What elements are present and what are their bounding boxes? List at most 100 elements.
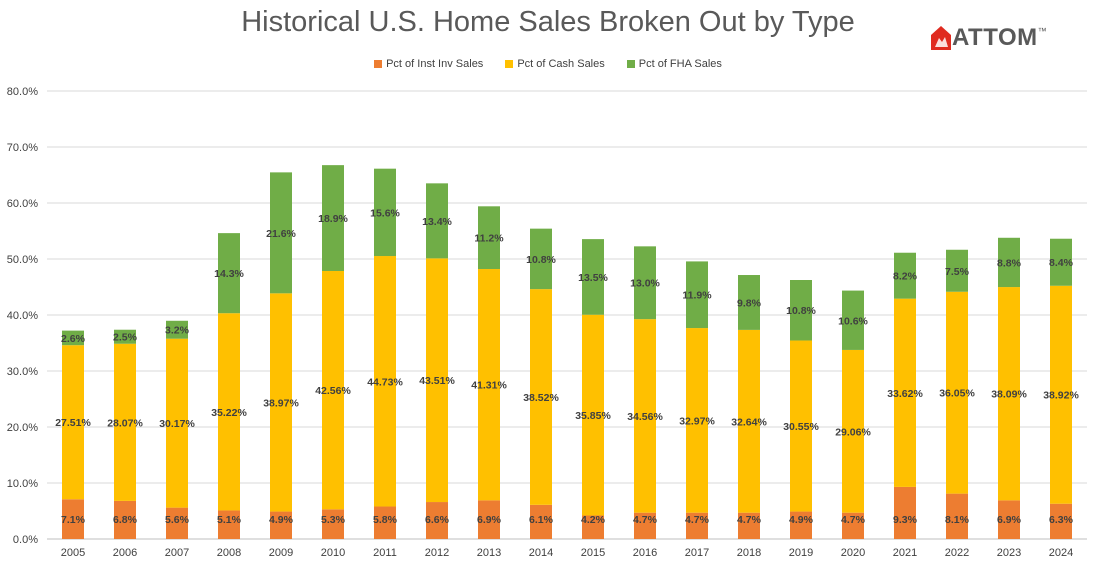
x-tick-label: 2017: [685, 547, 709, 559]
legend-label-inst-inv: Pct of Inst Inv Sales: [386, 58, 484, 70]
bar-segment-inst-inv: [634, 512, 656, 539]
y-tick-label: 50.0%: [7, 254, 38, 266]
data-label-inst-inv: 6.8%: [113, 514, 138, 526]
data-label-fha: 8.4%: [1049, 257, 1074, 269]
bar-segment-inst-inv: [530, 504, 552, 539]
legend-item-cash: Pct of Cash Sales: [505, 58, 605, 70]
data-label-cash: 38.52%: [523, 392, 559, 404]
bar-segment-inst-inv: [582, 515, 604, 539]
data-label-fha: 14.3%: [214, 268, 244, 280]
x-tick-label: 2005: [61, 547, 85, 559]
bar-segment-fha: [1050, 238, 1072, 286]
y-tick-label: 0.0%: [13, 534, 38, 546]
data-label-cash: 32.97%: [679, 415, 715, 427]
data-label-inst-inv: 5.1%: [217, 514, 242, 526]
y-tick-label: 60.0%: [7, 198, 38, 210]
data-label-cash: 38.97%: [263, 397, 299, 409]
bar-segment-inst-inv: [270, 511, 292, 539]
bar-segment-fha: [634, 246, 656, 320]
data-label-cash: 44.73%: [367, 376, 403, 388]
data-label-fha: 11.2%: [474, 233, 504, 245]
bar-segment-fha: [426, 183, 448, 259]
attom-logo: ATTOM ™: [930, 24, 1047, 52]
data-label-fha: 21.6%: [266, 228, 296, 240]
data-label-inst-inv: 6.6%: [425, 514, 450, 526]
data-label-cash: 36.05%: [939, 388, 975, 400]
data-label-fha: 7.5%: [945, 266, 970, 278]
x-tick-label: 2021: [893, 547, 917, 559]
data-label-cash: 35.85%: [575, 410, 611, 422]
data-label-fha: 10.6%: [838, 315, 868, 327]
bar-segment-inst-inv: [114, 500, 136, 539]
bar-segment-fha: [270, 172, 292, 294]
x-tick-label: 2007: [165, 547, 189, 559]
bar-segment-inst-inv: [790, 511, 812, 539]
data-label-fha: 11.9%: [682, 290, 712, 302]
bar-segment-fha: [478, 206, 500, 270]
bar-segment-fha: [790, 280, 812, 341]
bar-segment-cash: [530, 289, 552, 505]
data-label-cash: 28.07%: [107, 417, 143, 429]
bar-segment-inst-inv: [946, 493, 968, 539]
data-label-fha: 13.0%: [630, 278, 660, 290]
chart-title: Historical U.S. Home Sales Broken Out by…: [241, 6, 855, 38]
data-label-fha: 8.8%: [997, 257, 1022, 269]
y-tick-label: 20.0%: [7, 422, 38, 434]
legend: Pct of Inst Inv Sales Pct of Cash Sales …: [0, 58, 1093, 70]
data-label-inst-inv: 4.7%: [685, 514, 710, 526]
data-label-inst-inv: 6.9%: [477, 514, 502, 526]
bar-segment-fha: [894, 252, 916, 299]
bar-segment-inst-inv: [322, 509, 344, 539]
x-tick-label: 2013: [477, 547, 501, 559]
legend-swatch-cash: [505, 60, 514, 68]
bar-segment-cash: [426, 258, 448, 503]
logo-text: ATTOM: [952, 24, 1038, 51]
x-tick-label: 2011: [373, 547, 397, 559]
bar-segment-fha: [998, 237, 1020, 288]
x-tick-label: 2012: [425, 547, 449, 559]
data-label-fha: 8.2%: [893, 271, 918, 283]
x-tick-label: 2006: [113, 547, 137, 559]
data-label-cash: 41.31%: [471, 380, 507, 392]
x-tick-label: 2023: [997, 547, 1021, 559]
data-label-fha: 13.5%: [578, 272, 608, 284]
x-tick-label: 2010: [321, 547, 345, 559]
x-tick-label: 2015: [581, 547, 605, 559]
bar-segment-inst-inv: [62, 499, 84, 539]
data-label-fha: 10.8%: [526, 254, 556, 266]
data-label-inst-inv: 4.7%: [737, 514, 762, 526]
logo-trademark: ™: [1037, 26, 1047, 36]
bar-segment-fha: [166, 320, 188, 339]
data-label-inst-inv: 4.2%: [581, 514, 606, 526]
data-label-fha: 13.4%: [422, 216, 452, 228]
data-label-cash: 29.06%: [835, 426, 871, 438]
data-label-fha: 9.8%: [737, 297, 762, 309]
data-label-inst-inv: 5.6%: [165, 514, 190, 526]
bar-segment-cash: [322, 270, 344, 510]
bar-segment-inst-inv: [166, 507, 188, 539]
data-label-inst-inv: 6.3%: [1049, 514, 1074, 526]
bar-segment-fha: [114, 329, 136, 344]
bar-segment-fha: [946, 249, 968, 292]
bar-segment-inst-inv: [478, 500, 500, 539]
bar-segment-cash: [842, 349, 864, 513]
x-tick-label: 2024: [1049, 547, 1073, 559]
data-label-cash: 27.51%: [55, 417, 91, 429]
data-label-inst-inv: 7.1%: [61, 514, 86, 526]
bar-segment-inst-inv: [1050, 503, 1072, 539]
bar-segment-fha: [842, 290, 864, 350]
x-tick-label: 2008: [217, 547, 241, 559]
bar-segment-cash: [998, 287, 1020, 501]
bar-segment-inst-inv: [374, 506, 396, 539]
bar-segment-cash: [582, 314, 604, 516]
bar-segment-cash: [218, 313, 240, 511]
bar-segment-cash: [894, 298, 916, 487]
data-label-inst-inv: 5.3%: [321, 514, 346, 526]
data-label-cash: 42.56%: [315, 385, 351, 397]
data-label-inst-inv: 8.1%: [945, 514, 970, 526]
bar-segment-fha: [218, 233, 240, 314]
bar-segment-inst-inv: [218, 510, 240, 539]
bar-segment-inst-inv: [894, 486, 916, 539]
legend-swatch-fha: [626, 60, 635, 68]
data-label-inst-inv: 4.9%: [789, 514, 814, 526]
